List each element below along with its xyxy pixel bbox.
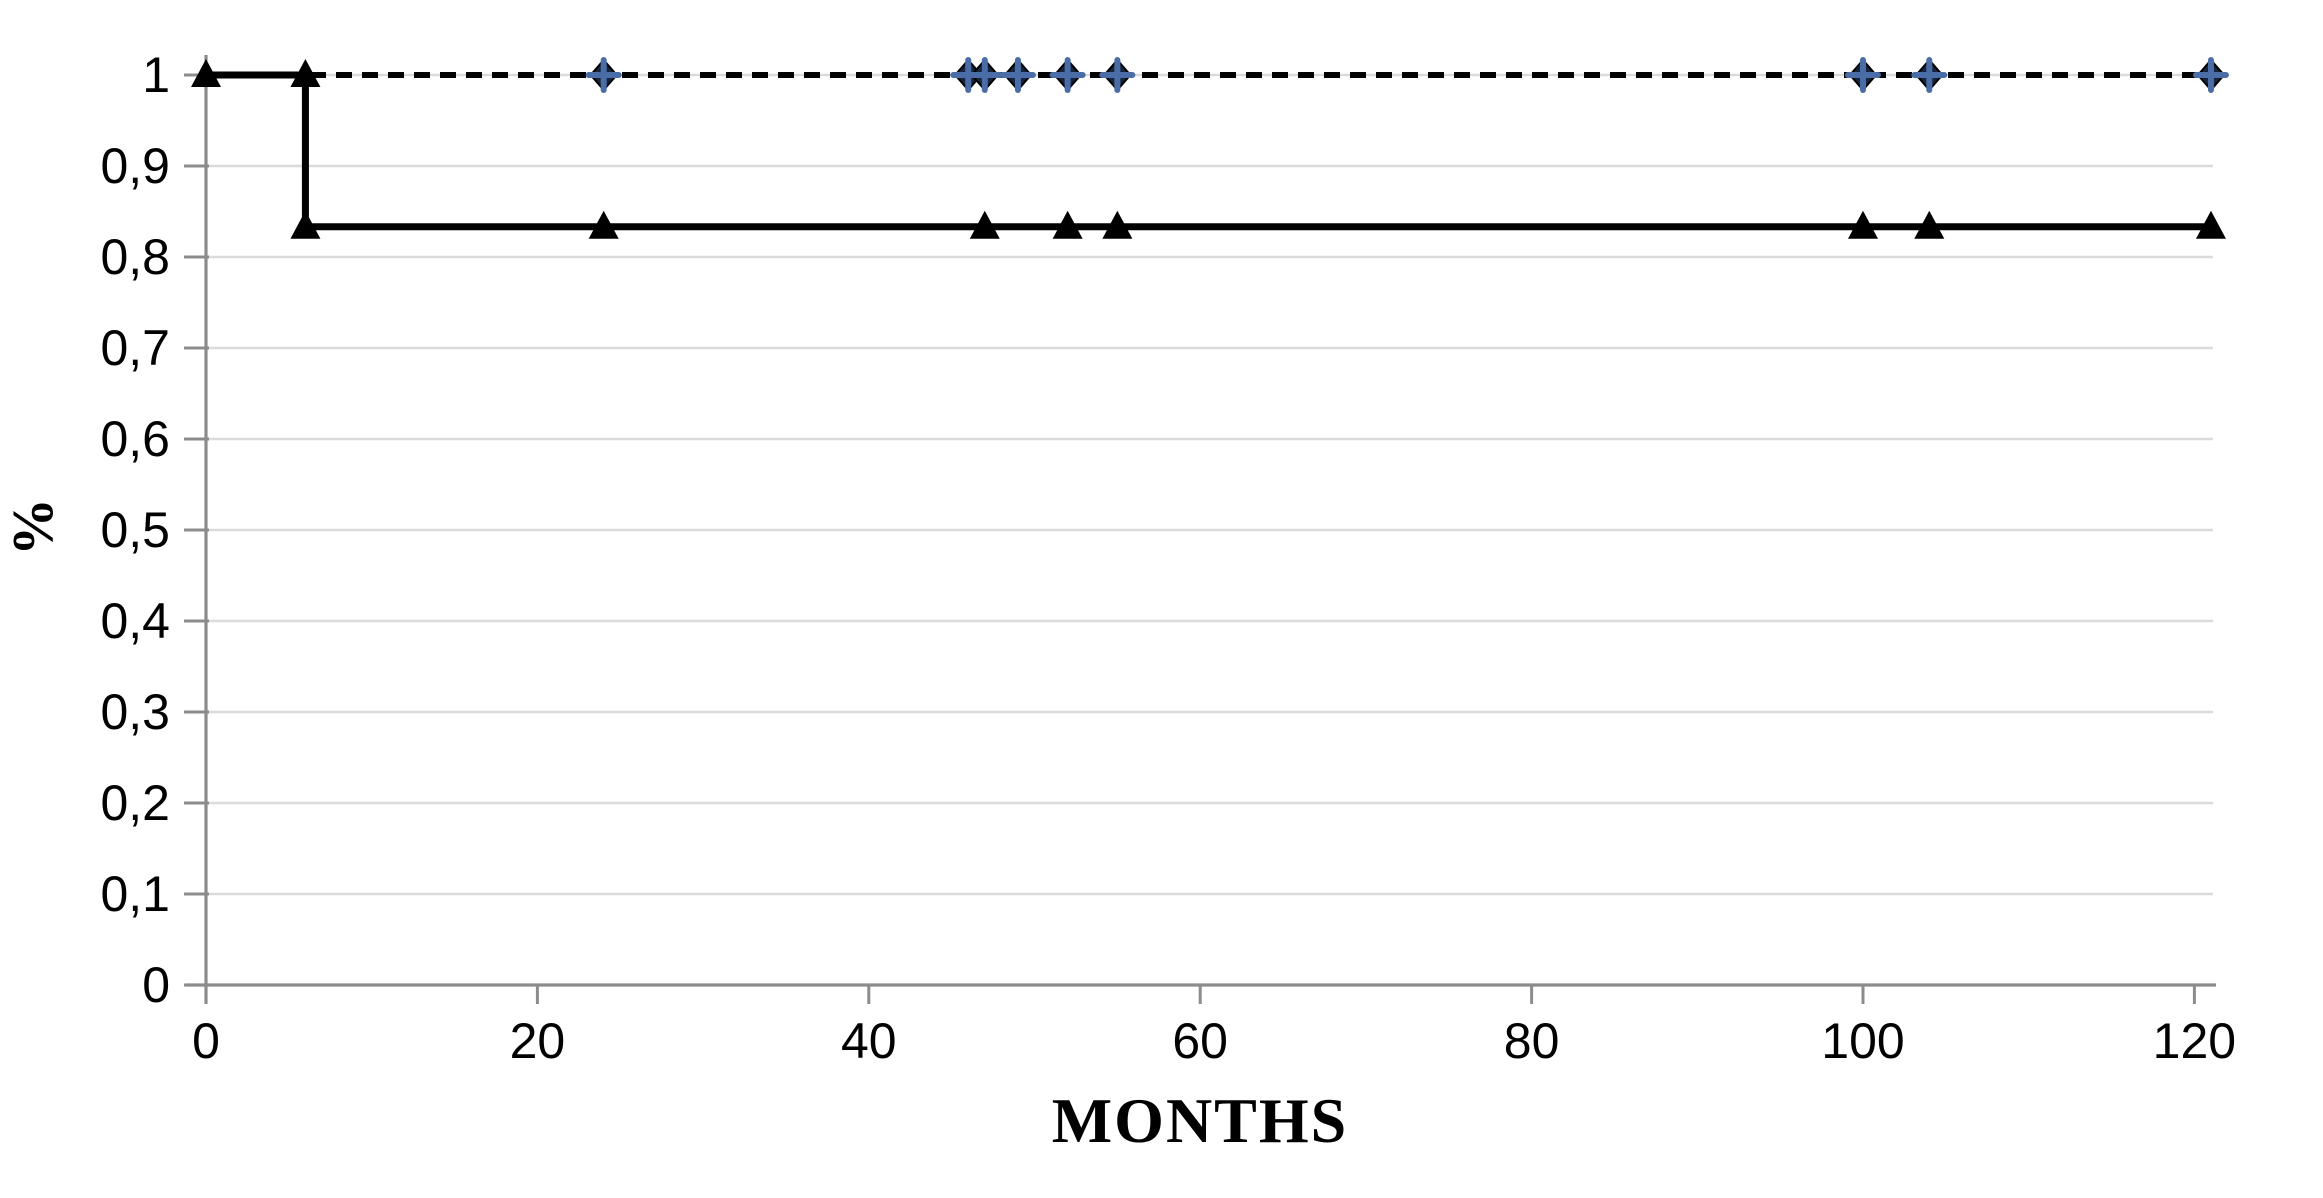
y-tick-label: 0,2: [100, 775, 170, 831]
triangle-marker: [2195, 210, 2226, 239]
x-tick-label: 40: [841, 1013, 897, 1069]
y-axis-title: %: [0, 498, 65, 556]
triangle-marker: [588, 210, 619, 239]
triangle-marker: [1102, 210, 1133, 239]
y-tick-label: 0,1: [100, 866, 170, 922]
triangle-marker: [1848, 210, 1878, 239]
triangle-marker: [290, 210, 321, 239]
gridlines-layer: [206, 73, 2213, 896]
x-tick-label: 120: [2153, 1013, 2236, 1069]
series-line-solid: [206, 71, 2211, 231]
diamond-plus-marker: [1911, 57, 1948, 93]
series-layer: [191, 57, 2229, 239]
x-axis-title: MONTHS: [1052, 1085, 1348, 1156]
y-tick-label: 0,6: [100, 411, 170, 467]
x-tick-label: 100: [1821, 1013, 1904, 1069]
triangle-marker: [290, 59, 321, 87]
diamond-plus-marker: [1845, 57, 1881, 93]
diamond-plus-marker: [2192, 57, 2229, 93]
triangle-marker: [1914, 210, 1945, 239]
x-tick-label: 60: [1172, 1013, 1228, 1069]
diamond-plus-marker: [585, 57, 622, 93]
x-tick-label: 0: [192, 1013, 220, 1069]
diamond-plus-marker: [1099, 57, 1136, 93]
diamond-plus-marker: [1049, 57, 1086, 93]
triangle-marker: [1052, 210, 1083, 239]
y-tick-label: 0,8: [100, 229, 170, 285]
triangle-marker: [191, 59, 221, 87]
axes-layer: 0 0,1 0,2 0,3 0,4 0,5 0,6 0,7 0,8 0,9 1 0 20 40 60 80 10…: [100, 47, 2236, 1069]
x-tick-label: 20: [510, 1013, 566, 1069]
triangle-marker: [969, 210, 1000, 239]
x-tick-label: 80: [1504, 1013, 1560, 1069]
diamond-plus-marker: [966, 57, 1003, 93]
diamond-plus-marker: [999, 57, 1036, 93]
y-tick-label: 0,3: [100, 684, 170, 740]
y-tick-label: 0,4: [100, 593, 170, 649]
y-tick-label: 0,9: [100, 138, 170, 194]
y-tick-label: 0: [142, 957, 170, 1013]
y-tick-label: 0,7: [100, 320, 170, 376]
y-tick-label: 0,5: [100, 502, 170, 558]
y-tick-label: 1: [142, 47, 170, 103]
